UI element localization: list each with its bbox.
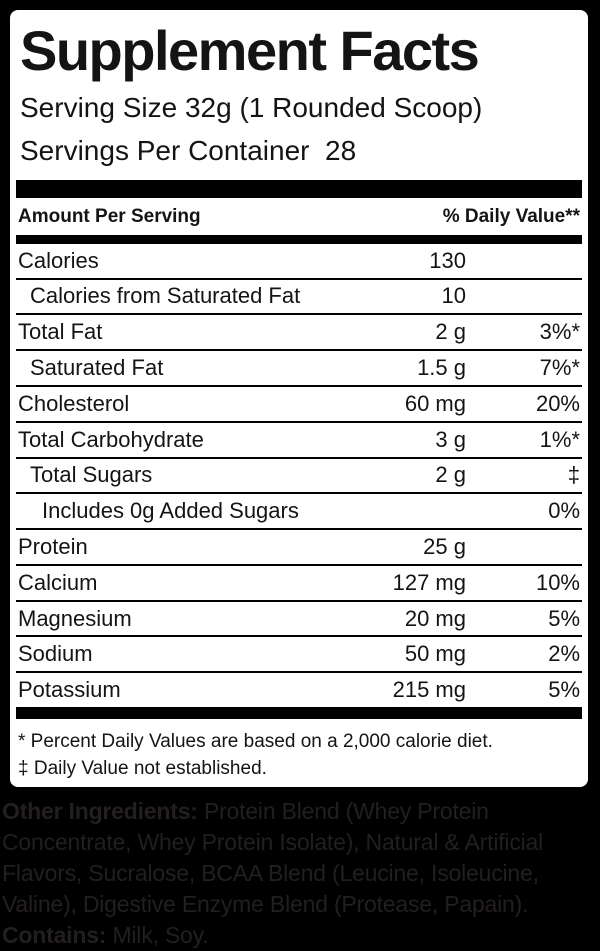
nutrient-row-total-sugars: Total Sugars 2 g ‡ bbox=[16, 459, 582, 495]
nutrient-amount: 127 mg bbox=[392, 569, 466, 595]
nutrient-amount: 50 mg bbox=[404, 641, 466, 667]
nutrient-row-added-sugars: Includes 0g Added Sugars 0% bbox=[16, 494, 582, 531]
nutrient-row-calories-from-saturated-fat: Calories from Saturated Fat 10 bbox=[16, 280, 582, 316]
other-ingredients-label: Other Ingredients: bbox=[2, 798, 198, 824]
nutrient-row-magnesium: Magnesium 20 mg 5% bbox=[16, 602, 582, 638]
nutrient-row-total-fat: Total Fat 2 g 3%* bbox=[16, 315, 582, 352]
nutrient-daily-value: 0% bbox=[548, 498, 580, 524]
nutrient-table: Calories 130 Calories from Saturated Fat… bbox=[16, 244, 582, 707]
servings-per-container-text: Servings Per Container 28 bbox=[20, 134, 357, 166]
footnotes: * Percent Daily Values are based on a 2,… bbox=[18, 728, 582, 782]
nutrient-name: Potassium bbox=[18, 677, 121, 703]
nutrient-name: Magnesium bbox=[18, 605, 132, 631]
nutrient-daily-value: 1%* bbox=[539, 426, 580, 452]
nutrient-amount: 130 bbox=[429, 247, 466, 273]
table-header-row: Amount Per Serving % Daily Value** bbox=[16, 198, 582, 235]
page-title: Supplement Facts bbox=[20, 19, 480, 82]
nutrient-amount: 25 g bbox=[423, 533, 466, 559]
other-ingredients-section: Other Ingredients: Protein Blend (Whey P… bbox=[2, 796, 598, 951]
nutrient-daily-value: 10% bbox=[535, 569, 580, 595]
nutrient-row-cholesterol: Cholesterol 60 mg 20% bbox=[16, 387, 582, 423]
other-ingredients-text: Other Ingredients: Protein Blend (Whey P… bbox=[2, 798, 543, 917]
nutrient-daily-value: 20% bbox=[535, 390, 580, 416]
nutrient-daily-value: ‡ bbox=[567, 462, 580, 488]
amount-per-serving-header: Amount Per Serving bbox=[18, 205, 201, 227]
contains-label: Contains: bbox=[2, 922, 107, 948]
nutrient-amount: 10 bbox=[441, 283, 466, 309]
nutrient-amount: 215 mg bbox=[392, 677, 466, 703]
nutrient-name: Cholesterol bbox=[18, 390, 130, 416]
nutrient-name: Calories from Saturated Fat bbox=[30, 283, 301, 309]
nutrient-row-saturated-fat: Saturated Fat 1.5 g 7%* bbox=[16, 351, 582, 387]
divider-bar-bottom bbox=[16, 707, 582, 720]
nutrient-name: Calories bbox=[18, 247, 99, 273]
nutrient-amount: 20 mg bbox=[404, 605, 466, 631]
footnote-not-established: ‡ Daily Value not established. bbox=[18, 758, 267, 780]
nutrient-row-total-carbohydrate: Total Carbohydrate 3 g 1%* bbox=[16, 423, 582, 459]
nutrient-daily-value: 5% bbox=[548, 677, 580, 703]
nutrient-name: Total Fat bbox=[18, 319, 103, 345]
nutrient-daily-value: 5% bbox=[548, 605, 580, 631]
footnote-daily-values: * Percent Daily Values are based on a 2,… bbox=[18, 731, 493, 753]
nutrient-daily-value: 3%* bbox=[539, 319, 580, 345]
divider-bar-top bbox=[16, 179, 582, 198]
contains-text: Contains: Milk, Soy. bbox=[2, 922, 209, 948]
nutrient-name: Includes 0g Added Sugars bbox=[42, 498, 299, 524]
other-ingredients-list: Protein Blend (Whey Protein Concentrate,… bbox=[2, 798, 544, 917]
nutrient-name: Protein bbox=[18, 533, 88, 559]
nutrient-daily-value: 7%* bbox=[539, 355, 580, 380]
nutrient-name: Calcium bbox=[18, 569, 98, 595]
nutrient-row-calcium: Calcium 127 mg 10% bbox=[16, 566, 582, 602]
nutrient-daily-value: 2% bbox=[548, 641, 580, 667]
nutrient-row-calories: Calories 130 bbox=[16, 244, 582, 280]
nutrient-amount: 3 g bbox=[435, 426, 466, 452]
nutrient-amount: 60 mg bbox=[404, 390, 466, 416]
daily-value-header: % Daily Value** bbox=[442, 205, 580, 227]
divider-bar-header bbox=[16, 234, 582, 244]
nutrient-amount: 1.5 g bbox=[417, 355, 466, 380]
supplement-facts-panel: Supplement Facts Serving Size 32g (1 Rou… bbox=[10, 10, 588, 787]
nutrient-row-potassium: Potassium 215 mg 5% bbox=[16, 673, 582, 707]
nutrient-name: Total Sugars bbox=[30, 462, 153, 488]
nutrient-amount: 2 g bbox=[435, 319, 466, 345]
serving-size-text: Serving Size 32g (1 Rounded Scoop) bbox=[20, 91, 483, 123]
nutrient-amount: 2 g bbox=[435, 462, 466, 488]
contains-list: Milk, Soy. bbox=[106, 922, 209, 948]
nutrient-name: Saturated Fat bbox=[30, 355, 164, 380]
nutrient-row-protein: Protein 25 g bbox=[16, 530, 582, 566]
nutrient-name: Total Carbohydrate bbox=[18, 426, 204, 452]
nutrient-name: Sodium bbox=[18, 641, 93, 667]
nutrient-row-sodium: Sodium 50 mg 2% bbox=[16, 637, 582, 674]
